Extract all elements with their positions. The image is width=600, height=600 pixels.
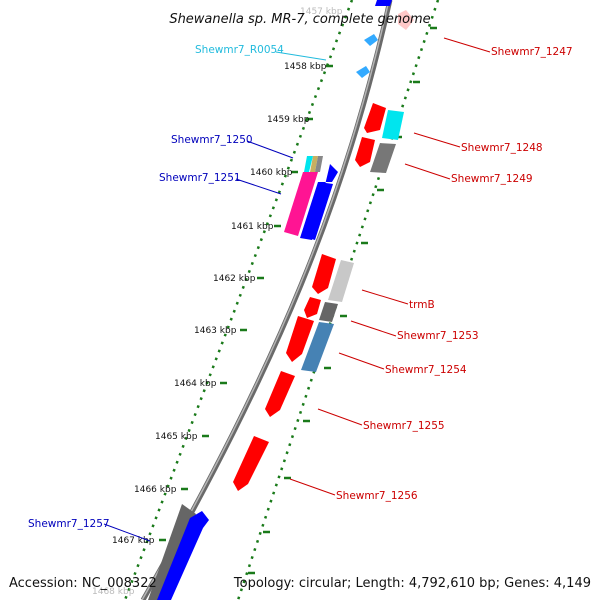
kbp-label-1464: 1464 kbp [174,379,217,389]
gene-shewmr7-1257-gray[interactable] [148,504,196,600]
map-title: Shewanella sp. MR-7, complete genome [169,12,430,27]
kbp-label-1466: 1466 kbp [134,485,177,495]
gene-shewmr7-1250-cyan[interactable] [304,156,313,172]
gene-label-shewmr7-1254[interactable]: Shewmr7_1254 [385,364,467,376]
gene-label-shewmr7-1247[interactable]: Shewmr7_1247 [491,46,573,58]
gene-label-shewmr7-1255[interactable]: Shewmr7_1255 [363,420,445,432]
gene-shewmr7-1253-gray[interactable] [319,302,338,322]
gene-shewmr7-1251-blue-body[interactable] [301,182,333,240]
gene-shewmr7-1256[interactable] [233,436,269,491]
gene-shewmr7-1248-red[interactable] [364,103,386,133]
gene-shewmr7-1250-tan[interactable] [310,156,318,172]
gene-shewmr7-1257-blue[interactable] [157,511,209,600]
kbp-label-1461: 1461 kbp [231,222,274,232]
kbp-label-1457: 1457 kbp [300,7,343,17]
gene-shewmr7-1253-red[interactable] [304,297,321,318]
inner-major-ticks [159,64,333,542]
gene-shewmr7-1247-faint[interactable] [398,10,414,30]
gene-label-shewmr7-1248[interactable]: Shewmr7_1248 [461,142,543,154]
gene-shewmr7-1254-steel[interactable] [301,322,334,372]
gene-shewmr7-1249-gray[interactable] [370,143,396,173]
gene-label-shewmr7-1257[interactable]: Shewmr7_1257 [28,518,110,530]
gene-label-shewmr7-1256[interactable]: Shewmr7_1256 [336,490,418,502]
gene-shewmr7-1255[interactable] [265,371,295,417]
gene-shewmr7-1249-red[interactable] [355,137,375,167]
gene-r0054-b[interactable] [356,66,370,78]
kbp-label-1462: 1462 kbp [213,274,256,284]
gene-trmB-red[interactable] [312,254,336,294]
genome-summary: Topology: circular; Length: 4,792,610 bp… [233,576,591,591]
kbp-label-1459: 1459 kbp [267,115,310,125]
accession-label: Accession: NC_008322 [9,576,157,591]
gene-label-shewmr7-1253[interactable]: Shewmr7_1253 [397,330,479,342]
kbp-label-1460: 1460 kbp [250,168,293,178]
gene-trmB-gray[interactable] [328,260,354,302]
genome-backbone [140,0,393,600]
kbp-label-1458: 1458 kbp [284,62,327,72]
gene-label-shewmr7-1249[interactable]: Shewmr7_1249 [451,173,533,185]
gene-r0054-a[interactable] [364,34,378,46]
gene-label-shewmr7-r0054[interactable]: Shewmr7_R0054 [195,44,284,56]
callout-lines [103,37,491,542]
gene-top-blue[interactable] [375,0,392,6]
gene-shewmr7-1250-gray[interactable] [315,156,323,172]
kbp-label-1468: 1468 kbp [92,587,135,597]
gene-shewmr7-1251-magenta[interactable] [284,172,318,236]
gene-label-trmB[interactable]: trmB [409,299,435,311]
gene-label-shewmr7-1250[interactable]: Shewmr7_1250 [171,134,253,146]
kbp-label-1463: 1463 kbp [194,326,237,336]
kbp-label-1465: 1465 kbp [155,432,198,442]
gene-label-shewmr7-1251[interactable]: Shewmr7_1251 [159,172,241,184]
gene-shewmr7-1254-red[interactable] [286,316,314,362]
genome-backbone-highlight [141,0,390,600]
kbp-label-1467: 1467 kbp [112,536,155,546]
gene-shewmr7-1248-cyan[interactable] [382,110,404,140]
